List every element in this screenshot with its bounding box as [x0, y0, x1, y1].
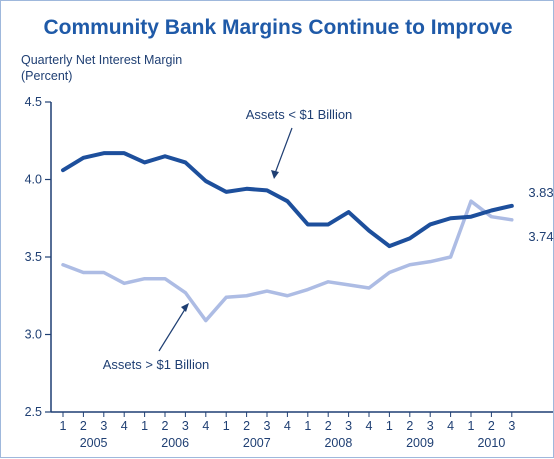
small-banks-pointer-arrow — [273, 127, 293, 177]
large-banks-end-value: 3.74 — [528, 229, 553, 244]
series-line-small-banks — [61, 151, 514, 249]
x-tick-label-quarter: 2 — [488, 419, 495, 433]
x-tick-label-quarter: 4 — [366, 419, 373, 433]
x-tick-label-quarter: 1 — [386, 419, 393, 433]
x-tick-label-quarter: 4 — [447, 419, 454, 433]
x-tick-label-quarter: 3 — [100, 419, 107, 433]
large-banks-pointer-arrow — [158, 305, 188, 352]
x-tick-label-quarter: 3 — [427, 419, 434, 433]
y-tick-label: 4.0 — [25, 173, 42, 187]
y-tick-label: 2.5 — [25, 405, 42, 419]
y-tick-label: 4.5 — [25, 95, 42, 109]
series-line-large-banks — [61, 199, 514, 323]
x-tick-label-year: 2007 — [243, 436, 271, 450]
x-tick-label-quarter: 3 — [182, 419, 189, 433]
x-tick-label-quarter: 1 — [304, 419, 311, 433]
x-tick-label-year: 2005 — [80, 436, 108, 450]
x-tick-label-year: 2010 — [477, 436, 505, 450]
legend-label-large-banks: Assets > $1 Billion — [103, 357, 210, 372]
x-tick-label-year: 2006 — [161, 436, 189, 450]
x-tick-label-quarter: 2 — [80, 419, 87, 433]
x-tick-label-year: 2008 — [324, 436, 352, 450]
x-tick-label-quarter: 1 — [468, 419, 475, 433]
y-tick-label: 3.5 — [25, 250, 42, 264]
x-tick-label-quarter: 1 — [141, 419, 148, 433]
x-tick-label-quarter: 2 — [325, 419, 332, 433]
x-tick-label-quarter: 1 — [60, 419, 67, 433]
y-tick-label: 3.0 — [25, 328, 42, 342]
x-tick-label-quarter: 3 — [345, 419, 352, 433]
x-tick-label-quarter: 3 — [508, 419, 515, 433]
x-tick-label-quarter: 3 — [264, 419, 271, 433]
x-tick-label-quarter: 2 — [243, 419, 250, 433]
chart-title: Community Bank Margins Continue to Impro… — [43, 16, 512, 39]
x-tick-label-quarter: 1 — [223, 419, 230, 433]
x-tick-label-quarter: 4 — [121, 419, 128, 433]
legend-label-small-banks: Assets < $1 Billion — [246, 107, 353, 122]
large-banks-arrowhead — [181, 303, 189, 312]
x-tick-label-quarter: 4 — [284, 419, 291, 433]
x-tick-label-quarter: 4 — [202, 419, 209, 433]
y-axis-label-line2: (Percent) — [21, 69, 72, 83]
x-tick-label-quarter: 2 — [162, 419, 169, 433]
x-tick-label-quarter: 2 — [406, 419, 413, 433]
small-banks-end-value: 3.83 — [528, 185, 553, 200]
x-tick-label-year: 2009 — [406, 436, 434, 450]
small-banks-arrowhead — [271, 170, 279, 179]
y-axis-label-line1: Quarterly Net Interest Margin — [21, 53, 182, 67]
